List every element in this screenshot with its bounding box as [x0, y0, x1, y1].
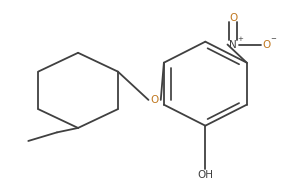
Text: O: O — [150, 95, 159, 105]
Text: OH: OH — [197, 170, 213, 180]
Text: −: − — [271, 36, 277, 42]
Text: +: + — [237, 36, 243, 42]
Text: O: O — [263, 40, 271, 50]
Text: O: O — [229, 13, 237, 23]
Text: N: N — [229, 40, 237, 50]
